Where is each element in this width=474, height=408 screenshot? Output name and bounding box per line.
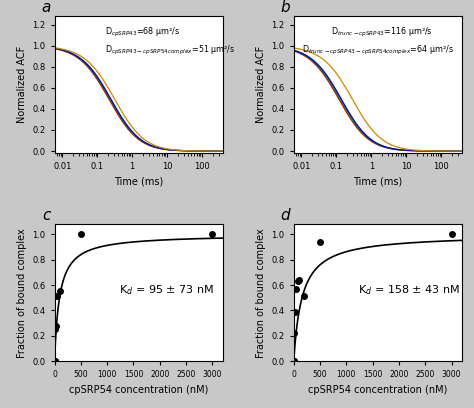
X-axis label: cpSRP54 concentration (nM): cpSRP54 concentration (nM) bbox=[69, 385, 209, 395]
Text: c: c bbox=[43, 208, 51, 223]
Y-axis label: Fraction of bound complex: Fraction of bound complex bbox=[256, 228, 266, 357]
Text: b: b bbox=[281, 0, 291, 15]
Y-axis label: Fraction of bound complex: Fraction of bound complex bbox=[17, 228, 27, 357]
Y-axis label: Normalized ACF: Normalized ACF bbox=[17, 46, 27, 123]
X-axis label: cpSRP54 concentration (nM): cpSRP54 concentration (nM) bbox=[308, 385, 447, 395]
Y-axis label: Normalized ACF: Normalized ACF bbox=[256, 46, 266, 123]
X-axis label: Time (ms): Time (ms) bbox=[114, 177, 164, 187]
Text: K$_d$ = 95 ± 73 nM: K$_d$ = 95 ± 73 nM bbox=[118, 283, 213, 297]
Text: K$_d$ = 158 ± 43 nM: K$_d$ = 158 ± 43 nM bbox=[358, 283, 460, 297]
Text: D$_{trunc-cpSRP43-cpSRP54 complex}$=64 μm²/s: D$_{trunc-cpSRP43-cpSRP54 complex}$=64 μ… bbox=[302, 44, 454, 57]
Text: a: a bbox=[42, 0, 51, 15]
Text: D$_{trunc-cpSRP43}$=116 μm²/s: D$_{trunc-cpSRP43}$=116 μm²/s bbox=[331, 26, 432, 39]
Text: d: d bbox=[281, 208, 291, 223]
X-axis label: Time (ms): Time (ms) bbox=[353, 177, 402, 187]
Text: D$_{cpSRP43-cpSRP54 complex}$=51 μm²/s: D$_{cpSRP43-cpSRP54 complex}$=51 μm²/s bbox=[105, 44, 236, 57]
Text: D$_{cpSRP43}$=68 μm²/s: D$_{cpSRP43}$=68 μm²/s bbox=[105, 26, 180, 39]
